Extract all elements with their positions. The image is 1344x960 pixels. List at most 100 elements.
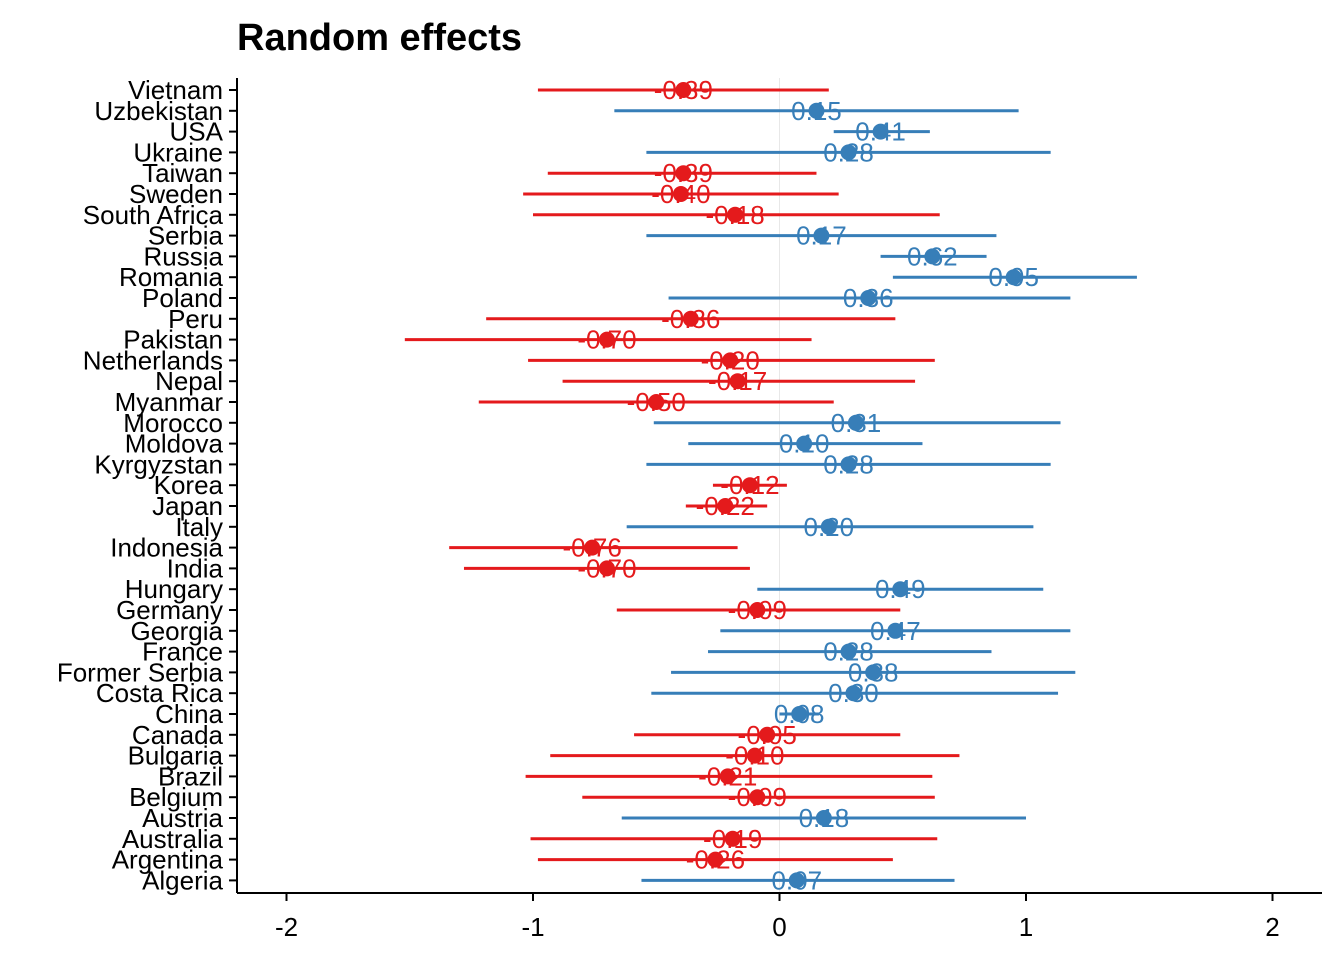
- estimate-point: [813, 227, 830, 244]
- value-label: -0.39: [654, 158, 713, 188]
- country-label: Australia: [122, 824, 224, 854]
- plot-area: -2 -1 0 1 2 Vietnam -0.39 Uzbekistan 0.15 USA 0.41…: [57, 75, 1322, 942]
- estimate-point: [584, 539, 601, 556]
- value-label: 0.41: [855, 117, 906, 147]
- value-label: 0.08: [774, 699, 825, 729]
- country-label: Ukraine: [133, 137, 223, 167]
- estimate-point: [860, 290, 877, 306]
- country-label: Algeria: [142, 865, 223, 895]
- value-label: -0.09: [728, 782, 787, 812]
- country-label: Japan: [152, 491, 223, 521]
- country-label: Poland: [142, 283, 223, 313]
- x-tick-label: -2: [275, 912, 298, 942]
- estimate-point: [847, 414, 864, 431]
- estimate-point: [845, 685, 862, 702]
- estimate-point: [729, 373, 746, 390]
- value-label: 0.28: [823, 637, 874, 667]
- value-label: 0.95: [988, 262, 1039, 292]
- country-label: Argentina: [112, 845, 224, 875]
- country-label: Kyrgyzstan: [94, 449, 223, 479]
- country-label: South Africa: [83, 200, 224, 230]
- value-label: -0.12: [720, 470, 779, 500]
- estimate-point: [840, 144, 857, 161]
- value-label: 0.47: [870, 616, 921, 646]
- estimate-point: [887, 622, 904, 639]
- estimate-point: [872, 123, 889, 140]
- country-label: Taiwan: [142, 158, 223, 188]
- country-label: Germany: [116, 595, 223, 625]
- estimate-point: [675, 82, 692, 98]
- country-label: Costa Rica: [96, 678, 224, 708]
- value-label: -0.36: [661, 304, 720, 334]
- value-label: -0.40: [651, 179, 710, 209]
- estimate-point: [749, 602, 766, 618]
- country-label: Canada: [132, 720, 224, 750]
- country-label: Italy: [175, 512, 223, 542]
- country-label: France: [142, 637, 223, 667]
- estimate-point: [815, 810, 832, 826]
- estimate-point: [727, 206, 744, 223]
- x-tick-label: 1: [1019, 912, 1033, 942]
- value-label: -0.70: [577, 553, 636, 583]
- estimate-point: [924, 248, 941, 265]
- country-label: Indonesia: [110, 533, 223, 563]
- value-label: -0.18: [705, 200, 764, 230]
- value-label: 0.17: [796, 221, 847, 251]
- country-label: USA: [170, 117, 224, 147]
- country-label: Morocco: [123, 408, 223, 438]
- country-label: Sweden: [129, 179, 223, 209]
- estimate-point: [791, 706, 808, 722]
- value-label: -0.20: [701, 345, 760, 375]
- estimate-point: [672, 186, 689, 202]
- x-tick-label: -1: [521, 912, 544, 942]
- value-label: -0.39: [654, 75, 713, 105]
- estimate-point: [808, 102, 825, 119]
- country-label: Hungary: [125, 574, 223, 604]
- value-label: -0.50: [627, 387, 686, 417]
- estimate-point: [675, 165, 692, 182]
- value-label: -0.10: [725, 741, 784, 771]
- estimate-point: [865, 664, 882, 681]
- value-label: -0.22: [696, 491, 755, 521]
- estimate-point: [707, 851, 724, 868]
- value-label: -0.17: [708, 366, 767, 396]
- estimate-point: [840, 456, 857, 473]
- country-label: Moldova: [125, 429, 224, 459]
- estimate-point: [892, 581, 909, 598]
- value-label: -0.70: [577, 325, 636, 355]
- x-tick-label: 0: [772, 912, 786, 942]
- estimate-point: [796, 435, 813, 452]
- estimate-point: [1005, 269, 1022, 286]
- country-label: Austria: [142, 803, 223, 833]
- estimate-point: [598, 331, 615, 348]
- value-label: -0.76: [563, 533, 622, 563]
- country-label: India: [167, 553, 224, 583]
- country-label: Serbia: [148, 221, 224, 251]
- value-label: -0.19: [703, 824, 762, 854]
- country-label: Belgium: [129, 782, 223, 812]
- value-label: 0.31: [831, 408, 882, 438]
- value-label: 0.36: [843, 283, 894, 313]
- value-label: 0.62: [907, 241, 958, 271]
- x-tick-label: 2: [1265, 912, 1279, 942]
- value-label: 0.28: [823, 137, 874, 167]
- country-label: Bulgaria: [128, 741, 224, 771]
- estimate-point: [717, 498, 734, 514]
- country-label: Vietnam: [128, 75, 223, 105]
- estimate-point: [746, 747, 763, 764]
- estimate-point: [648, 394, 665, 410]
- value-label: 0.20: [803, 512, 854, 542]
- estimate-point: [820, 518, 837, 535]
- country-label: Korea: [154, 470, 224, 500]
- chart-title: Random effects: [237, 17, 522, 59]
- estimate-point: [719, 768, 736, 785]
- value-label: 0.18: [799, 803, 850, 833]
- estimate-point: [722, 352, 739, 369]
- value-label: -0.05: [738, 720, 797, 750]
- country-label: China: [155, 699, 223, 729]
- estimate-point: [840, 643, 857, 660]
- value-label: -0.26: [686, 845, 745, 875]
- estimate-point: [598, 560, 615, 577]
- value-label: 0.07: [771, 865, 822, 895]
